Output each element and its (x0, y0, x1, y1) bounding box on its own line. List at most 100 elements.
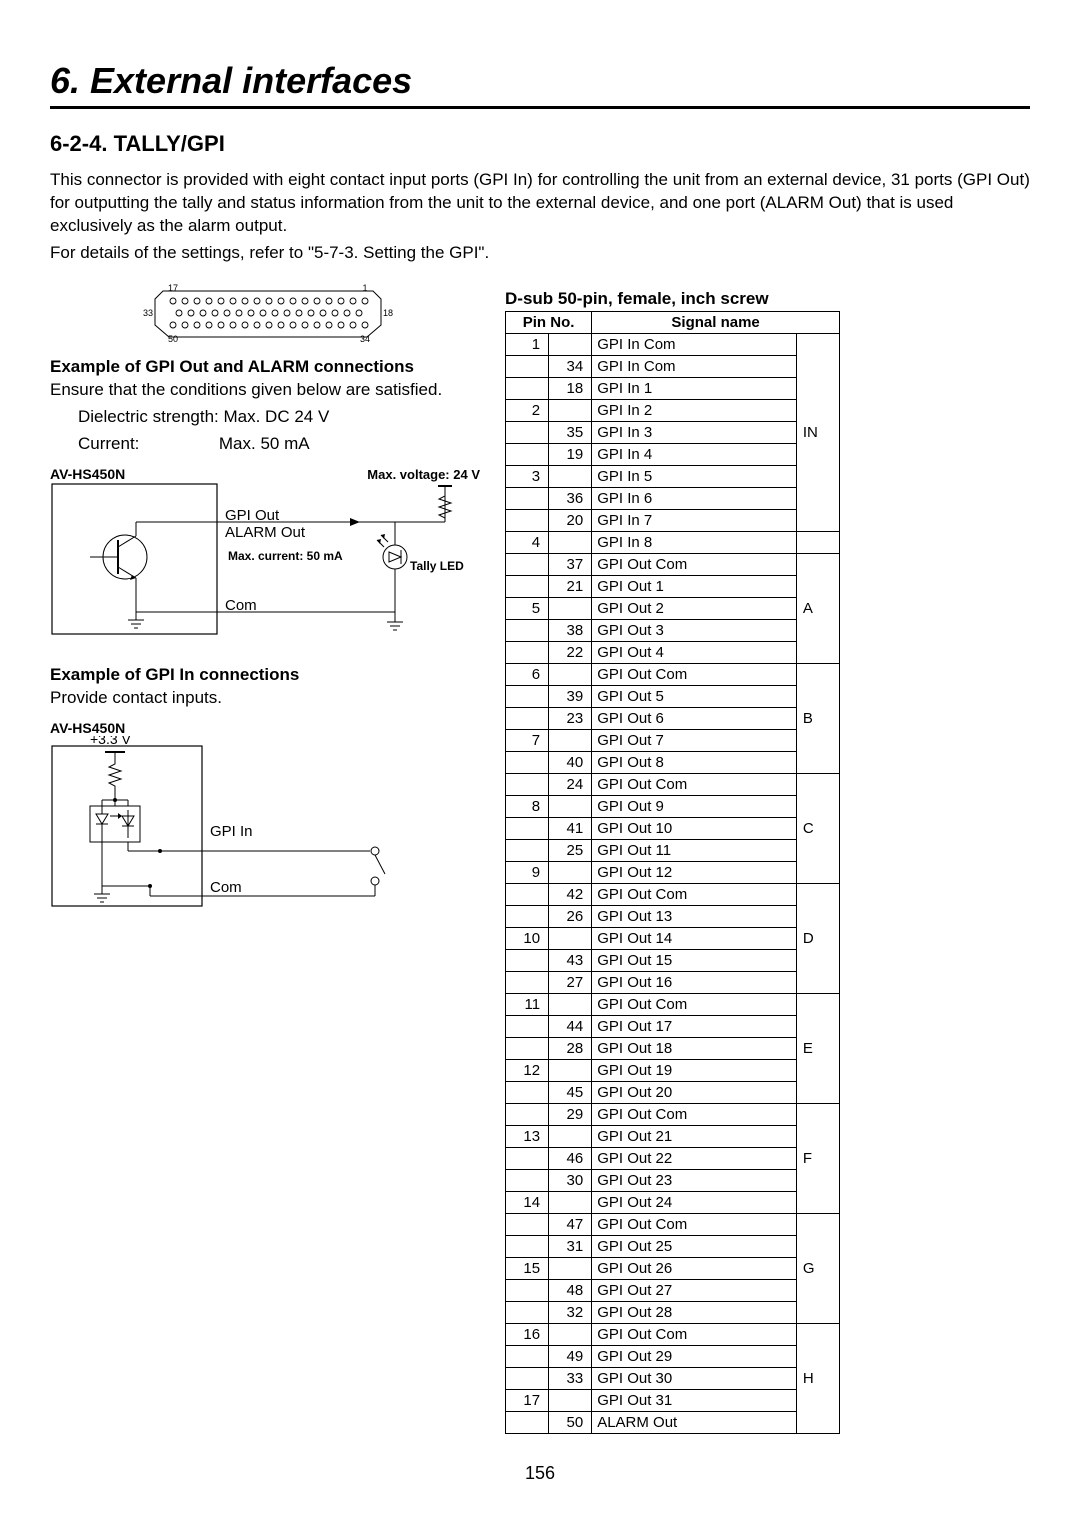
pin-col-b: 19 (549, 443, 592, 465)
pin-col-a (506, 971, 549, 993)
table-row: 32GPI Out 28 (506, 1301, 840, 1323)
signal-name-cell: GPI Out 1 (592, 575, 797, 597)
svg-text:GPI In: GPI In (210, 823, 253, 840)
pin-col-a: 4 (506, 531, 549, 553)
pin-col-b: 24 (549, 773, 592, 795)
table-row: 6GPI Out ComB (506, 663, 840, 685)
table-row: 19GPI In 4 (506, 443, 840, 465)
signal-name-cell: GPI In 7 (592, 509, 797, 531)
pin-col-b (549, 399, 592, 421)
pin-col-b: 18 (549, 377, 592, 399)
model-label-out: AV-HS450N (50, 466, 125, 482)
signal-name-cell: GPI Out 6 (592, 707, 797, 729)
pin-col-a (506, 487, 549, 509)
signal-name-cell: GPI Out 18 (592, 1037, 797, 1059)
pin-col-b: 46 (549, 1147, 592, 1169)
group-cell (796, 531, 839, 553)
table-row: 14GPI Out 24 (506, 1191, 840, 1213)
pin-col-a (506, 905, 549, 927)
group-cell: G (796, 1213, 839, 1323)
pin-col-a (506, 377, 549, 399)
signal-name-cell: GPI Out Com (592, 1103, 797, 1125)
dsub-connector-icon: 17 1 33 18 50 34 (143, 283, 393, 343)
pin-col-a (506, 1015, 549, 1037)
pin-col-a (506, 839, 549, 861)
chapter-title: 6. External interfaces (50, 60, 1030, 109)
table-row: 23GPI Out 6 (506, 707, 840, 729)
current-value: Max. 50 mA (219, 434, 310, 453)
signal-name-cell: GPI Out 13 (592, 905, 797, 927)
signal-name-cell: GPI Out 9 (592, 795, 797, 817)
pin-col-a: 9 (506, 861, 549, 883)
signal-name-cell: GPI Out Com (592, 663, 797, 685)
pin-col-a (506, 751, 549, 773)
pin-col-a (506, 1147, 549, 1169)
table-row: 10GPI Out 14 (506, 927, 840, 949)
pin-col-a (506, 1345, 549, 1367)
pin-col-b: 35 (549, 421, 592, 443)
pin-col-b: 23 (549, 707, 592, 729)
pin-col-b: 44 (549, 1015, 592, 1037)
pin-col-b: 49 (549, 1345, 592, 1367)
table-row: 34GPI In Com (506, 355, 840, 377)
signal-name-cell: GPI Out 14 (592, 927, 797, 949)
intro-paragraph-1: This connector is provided with eight co… (50, 169, 1030, 238)
gpi-in-circuit-diagram: +3.3 V (50, 736, 450, 916)
pin-col-a (506, 421, 549, 443)
signal-name-cell: GPI In 3 (592, 421, 797, 443)
pin-col-a (506, 575, 549, 597)
signal-name-cell: GPI Out 23 (592, 1169, 797, 1191)
svg-text:34: 34 (359, 334, 369, 343)
table-row: 3GPI In 5 (506, 465, 840, 487)
pin-col-b (549, 1125, 592, 1147)
pin-col-b: 50 (549, 1411, 592, 1433)
pin-col-b: 32 (549, 1301, 592, 1323)
pin-col-b (549, 597, 592, 619)
pin-col-b: 28 (549, 1037, 592, 1059)
gpi-in-heading: Example of GPI In connections (50, 665, 485, 685)
table-row: 29GPI Out ComF (506, 1103, 840, 1125)
pin-col-b: 20 (549, 509, 592, 531)
pin-col-a (506, 1169, 549, 1191)
pin-col-b: 45 (549, 1081, 592, 1103)
pin-col-b: 43 (549, 949, 592, 971)
section-title: 6-2-4. TALLY/GPI (50, 131, 1030, 157)
pin-col-b: 40 (549, 751, 592, 773)
signal-name-cell: GPI Out 20 (592, 1081, 797, 1103)
signal-name-cell: GPI Out 27 (592, 1279, 797, 1301)
signal-name-cell: GPI Out 10 (592, 817, 797, 839)
pin-col-b: 41 (549, 817, 592, 839)
pin-col-a: 13 (506, 1125, 549, 1147)
signal-name-cell: GPI Out Com (592, 1323, 797, 1345)
pin-col-a (506, 1081, 549, 1103)
pin-col-a (506, 1367, 549, 1389)
table-row: 22GPI Out 4 (506, 641, 840, 663)
pin-col-a (506, 817, 549, 839)
pin-col-a (506, 1301, 549, 1323)
signal-name-cell: GPI Out 8 (592, 751, 797, 773)
dielectric-spec: Dielectric strength: Max. DC 24 V (78, 406, 485, 429)
group-cell: C (796, 773, 839, 883)
signal-name-cell: GPI Out 17 (592, 1015, 797, 1037)
table-row: 39GPI Out 5 (506, 685, 840, 707)
pin-col-b: 48 (549, 1279, 592, 1301)
gpi-out-circuit-diagram: GPI Out ALARM Out Com Max. current: 50 m… (50, 482, 480, 642)
pin-col-b: 30 (549, 1169, 592, 1191)
pin-col-a: 5 (506, 597, 549, 619)
pin-col-b (549, 927, 592, 949)
pin-table-title: D-sub 50-pin, female, inch screw (505, 289, 1005, 309)
table-row: 27GPI Out 16 (506, 971, 840, 993)
svg-text:1: 1 (362, 283, 367, 293)
table-row: 42GPI Out ComD (506, 883, 840, 905)
pin-col-b: 34 (549, 355, 592, 377)
pin-col-a: 16 (506, 1323, 549, 1345)
signal-name-cell: GPI In 5 (592, 465, 797, 487)
table-row: 16GPI Out ComH (506, 1323, 840, 1345)
table-row: 28GPI Out 18 (506, 1037, 840, 1059)
pin-col-a: 17 (506, 1389, 549, 1411)
pin-col-b (549, 531, 592, 553)
svg-text:33: 33 (143, 308, 153, 318)
signal-name-cell: GPI In Com (592, 333, 797, 355)
pin-col-b (549, 465, 592, 487)
signal-name-cell: ALARM Out (592, 1411, 797, 1433)
